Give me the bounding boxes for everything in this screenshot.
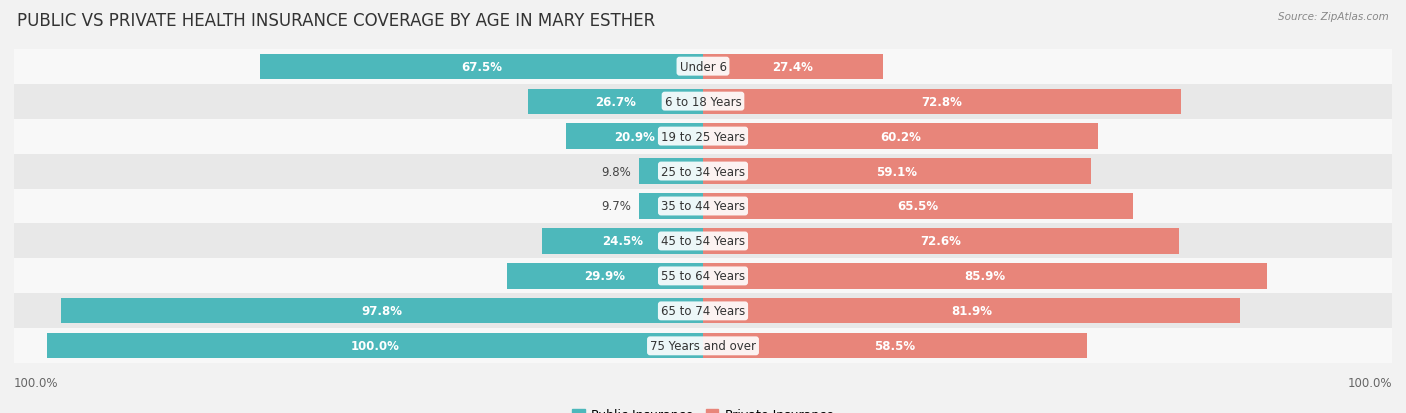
Text: 25 to 34 Years: 25 to 34 Years — [661, 165, 745, 178]
Text: 97.8%: 97.8% — [361, 305, 402, 318]
Text: 60.2%: 60.2% — [880, 130, 921, 143]
Bar — [14, 189, 1392, 224]
Bar — [640, 194, 703, 219]
Bar — [506, 263, 703, 289]
Legend: Public Insurance, Private Insurance: Public Insurance, Private Insurance — [567, 404, 839, 413]
Text: 45 to 54 Years: 45 to 54 Years — [661, 235, 745, 248]
Bar — [14, 329, 1392, 363]
Bar — [703, 194, 1133, 219]
Bar — [543, 229, 703, 254]
Text: Source: ZipAtlas.com: Source: ZipAtlas.com — [1278, 12, 1389, 22]
Text: 35 to 44 Years: 35 to 44 Years — [661, 200, 745, 213]
Bar — [565, 124, 703, 150]
Bar — [62, 299, 703, 324]
Text: Under 6: Under 6 — [679, 61, 727, 74]
Bar — [703, 299, 1240, 324]
Bar — [703, 124, 1098, 150]
Text: 81.9%: 81.9% — [952, 305, 993, 318]
Text: 55 to 64 Years: 55 to 64 Years — [661, 270, 745, 283]
Text: 24.5%: 24.5% — [602, 235, 643, 248]
Text: 19 to 25 Years: 19 to 25 Years — [661, 130, 745, 143]
Bar — [14, 84, 1392, 119]
Text: 67.5%: 67.5% — [461, 61, 502, 74]
Text: 72.6%: 72.6% — [921, 235, 962, 248]
Bar — [14, 50, 1392, 84]
Bar — [14, 119, 1392, 154]
Bar — [14, 294, 1392, 329]
Bar — [46, 333, 703, 358]
Bar — [703, 333, 1087, 358]
Bar — [703, 263, 1267, 289]
Bar — [638, 159, 703, 184]
Text: 100.0%: 100.0% — [350, 339, 399, 352]
Text: 59.1%: 59.1% — [876, 165, 917, 178]
Text: 27.4%: 27.4% — [772, 61, 813, 74]
Text: 26.7%: 26.7% — [595, 95, 636, 108]
Text: 75 Years and over: 75 Years and over — [650, 339, 756, 352]
Text: PUBLIC VS PRIVATE HEALTH INSURANCE COVERAGE BY AGE IN MARY ESTHER: PUBLIC VS PRIVATE HEALTH INSURANCE COVER… — [17, 12, 655, 30]
Bar — [703, 55, 883, 80]
Text: 100.0%: 100.0% — [14, 376, 59, 389]
Bar — [527, 89, 703, 114]
Text: 100.0%: 100.0% — [1347, 376, 1392, 389]
Bar — [14, 154, 1392, 189]
Text: 6 to 18 Years: 6 to 18 Years — [665, 95, 741, 108]
Text: 85.9%: 85.9% — [965, 270, 1005, 283]
Bar — [703, 89, 1181, 114]
Text: 9.7%: 9.7% — [602, 200, 631, 213]
Text: 20.9%: 20.9% — [614, 130, 655, 143]
Bar — [14, 259, 1392, 294]
Text: 9.8%: 9.8% — [602, 165, 631, 178]
Bar — [260, 55, 703, 80]
Bar — [703, 229, 1180, 254]
Bar — [703, 159, 1091, 184]
Text: 72.8%: 72.8% — [921, 95, 962, 108]
Bar — [14, 224, 1392, 259]
Text: 65.5%: 65.5% — [897, 200, 938, 213]
Text: 58.5%: 58.5% — [875, 339, 915, 352]
Text: 29.9%: 29.9% — [585, 270, 626, 283]
Text: 65 to 74 Years: 65 to 74 Years — [661, 305, 745, 318]
